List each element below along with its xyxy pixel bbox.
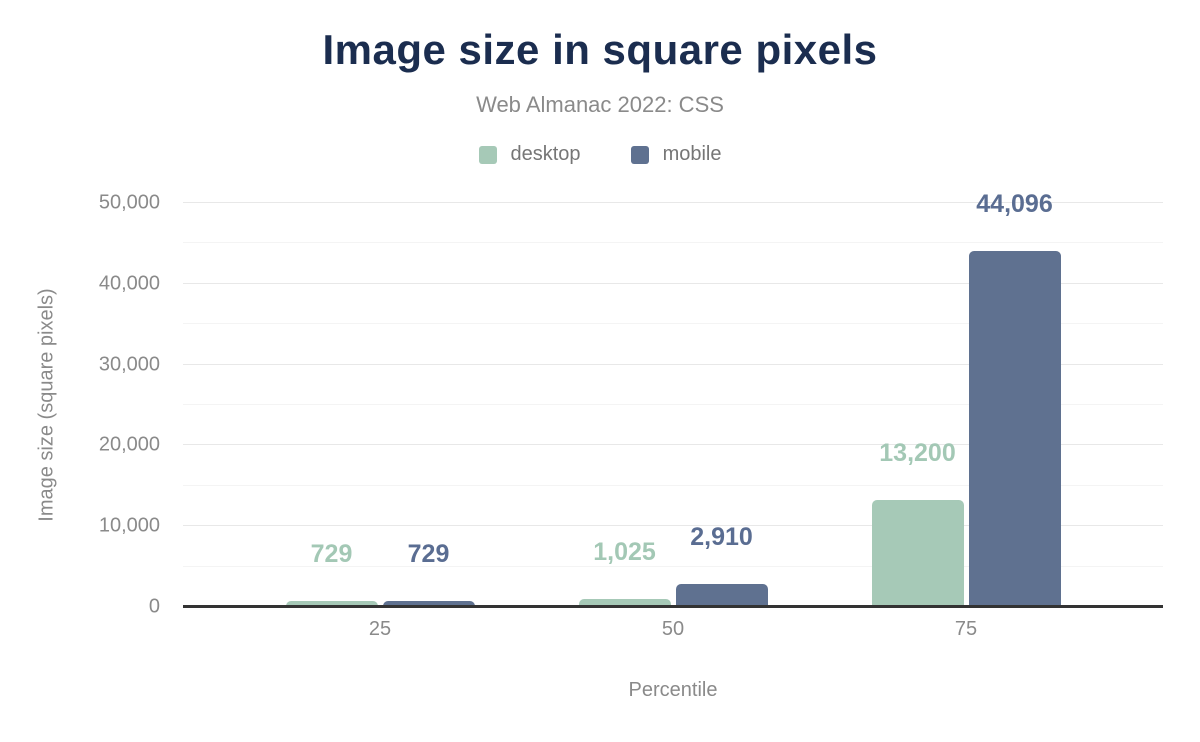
gridline-50000 — [183, 202, 1163, 203]
bar-value-desktop-p25: 729 — [310, 540, 353, 569]
legend-item-mobile: mobile — [630, 143, 722, 166]
y-tick-label-20000: 20,000 — [98, 433, 160, 456]
x-axis-tick-labels: 25 50 75 — [0, 618, 1200, 642]
legend-swatch-mobile — [630, 145, 649, 164]
y-axis-tick-labels: 0 10,000 20,000 30,000 40,000 50,000 — [0, 192, 160, 618]
gridline-40000 — [183, 282, 1163, 284]
gridline-5000 — [183, 565, 1163, 567]
x-tick-label-50: 50 — [661, 618, 685, 640]
bar-value-desktop-p75: 13,200 — [879, 439, 956, 468]
bar-value-mobile-p25: 729 — [407, 540, 450, 569]
gridline-30000 — [183, 363, 1163, 365]
bar-mobile-p75 — [968, 250, 1061, 607]
bar-desktop-p25 — [285, 601, 378, 607]
bar-desktop-p50 — [578, 598, 671, 607]
gridline-20000 — [183, 444, 1163, 446]
chart-subtitle: Web Almanac 2022: CSS — [476, 92, 724, 117]
y-tick-label-0: 0 — [148, 595, 160, 618]
gridline-25000 — [183, 404, 1163, 405]
y-tick-label-40000: 40,000 — [98, 272, 160, 295]
bar-mobile-p50 — [675, 583, 768, 607]
gridline-45000 — [183, 242, 1163, 244]
x-tick-label-75: 75 — [954, 618, 978, 640]
bar-value-mobile-p50: 2,910 — [690, 522, 753, 551]
x-axis-title: Percentile — [628, 679, 718, 701]
gridline-10000 — [183, 525, 1163, 527]
bar-value-mobile-p75: 44,096 — [976, 189, 1053, 218]
plot-area: 729 729 1,025 2,910 13,200 44,096 — [183, 190, 1163, 608]
legend-swatch-desktop — [478, 145, 497, 164]
bar-mobile-p25 — [382, 601, 475, 607]
bar-desktop-p75 — [871, 500, 964, 607]
chart-legend: desktop mobile — [0, 143, 1200, 166]
gridline-15000 — [183, 484, 1163, 486]
y-tick-label-30000: 30,000 — [98, 353, 160, 376]
bar-value-desktop-p50: 1,025 — [593, 537, 656, 566]
x-axis-line — [183, 605, 1163, 608]
legend-label-desktop: desktop — [510, 143, 581, 165]
gridline-35000 — [183, 323, 1163, 325]
legend-label-mobile: mobile — [662, 143, 722, 165]
y-tick-label-10000: 10,000 — [98, 514, 160, 537]
y-tick-label-50000: 50,000 — [98, 191, 160, 214]
x-tick-label-25: 25 — [368, 618, 392, 640]
chart-title: Image size in square pixels — [322, 26, 878, 73]
legend-item-desktop: desktop — [478, 143, 581, 166]
